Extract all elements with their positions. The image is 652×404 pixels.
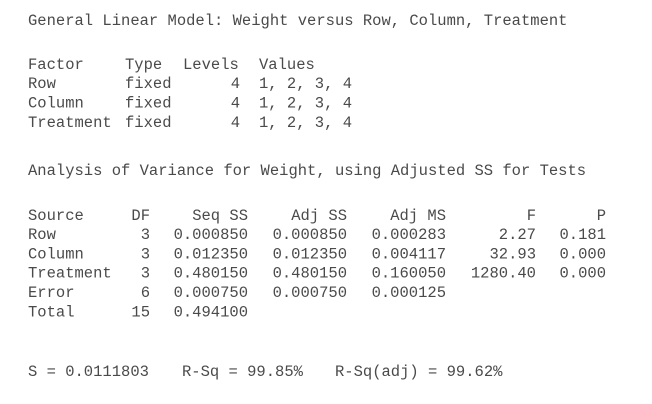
anova-cell: 0.012350 (174, 245, 248, 263)
factor-cell: 1, 2, 3, 4 (259, 114, 352, 132)
factor-cell: 1, 2, 3, 4 (259, 75, 352, 93)
anova-cell: Treatment (28, 265, 112, 283)
summary-stat: R-Sq(adj) = 99.62% (335, 363, 503, 381)
anova-cell: 1280.40 (471, 265, 536, 283)
anova-header: Seq SS (192, 207, 248, 225)
summary-stat: R-Sq = 99.85% (182, 363, 304, 381)
factor-cell: 4 (231, 114, 240, 132)
factor-cell: 1, 2, 3, 4 (259, 95, 352, 113)
anova-cell: 3 (141, 265, 150, 283)
anova-cell: 0.000750 (273, 284, 347, 302)
anova-cell: 15 (131, 303, 150, 321)
anova-cell: 0.000125 (372, 284, 446, 302)
anova-cell: 0.480150 (273, 265, 347, 283)
anova-cell: 0.012350 (273, 245, 347, 263)
anova-cell: 0.160050 (372, 265, 446, 283)
anova-cell: 0.000850 (174, 226, 248, 244)
factor-cell: fixed (125, 95, 172, 113)
factor-cell: Treatment (28, 114, 112, 132)
factor-header: Values (259, 56, 315, 74)
anova-header: DF (131, 207, 150, 225)
factor-cell: 4 (231, 75, 240, 93)
anova-header: Source (28, 207, 84, 225)
anova-cell: 0.000750 (174, 284, 248, 302)
factor-cell: 4 (231, 95, 240, 113)
anova-cell: 0.494100 (174, 303, 248, 321)
anova-cell: Total (28, 303, 75, 321)
anova-cell: 0.004117 (372, 245, 446, 263)
anova-cell: Column (28, 245, 84, 263)
anova-title: Analysis of Variance for Weight, using A… (28, 162, 586, 180)
anova-cell: 0.000850 (273, 226, 347, 244)
summary-stat: S = 0.0111803 (28, 363, 149, 381)
factor-cell: Row (28, 75, 57, 93)
anova-header: P (597, 207, 606, 225)
anova-cell: 2.27 (499, 226, 536, 244)
factor-cell: fixed (125, 114, 172, 132)
factor-cell: fixed (125, 75, 172, 93)
anova-header: F (527, 207, 536, 225)
anova-cell: 0.181 (559, 226, 606, 244)
anova-cell: 0.000283 (372, 226, 446, 244)
anova-cell: 0.000 (559, 265, 606, 283)
anova-header: Adj MS (390, 207, 446, 225)
factor-header: Levels (183, 56, 239, 74)
factor-cell: Column (28, 95, 84, 113)
anova-cell: Error (28, 284, 75, 302)
anova-cell: 3 (141, 245, 150, 263)
factor-header: Factor (28, 56, 84, 74)
factor-header: Type (125, 56, 162, 74)
anova-cell: 0.000 (559, 245, 606, 263)
anova-cell: Row (28, 226, 57, 244)
anova-cell: 0.480150 (174, 265, 248, 283)
anova-cell: 3 (141, 226, 150, 244)
anova-header: Adj SS (291, 207, 347, 225)
anova-cell: 6 (141, 284, 150, 302)
anova-cell: 32.93 (489, 245, 536, 263)
output-title: General Linear Model: Weight versus Row,… (28, 12, 568, 30)
